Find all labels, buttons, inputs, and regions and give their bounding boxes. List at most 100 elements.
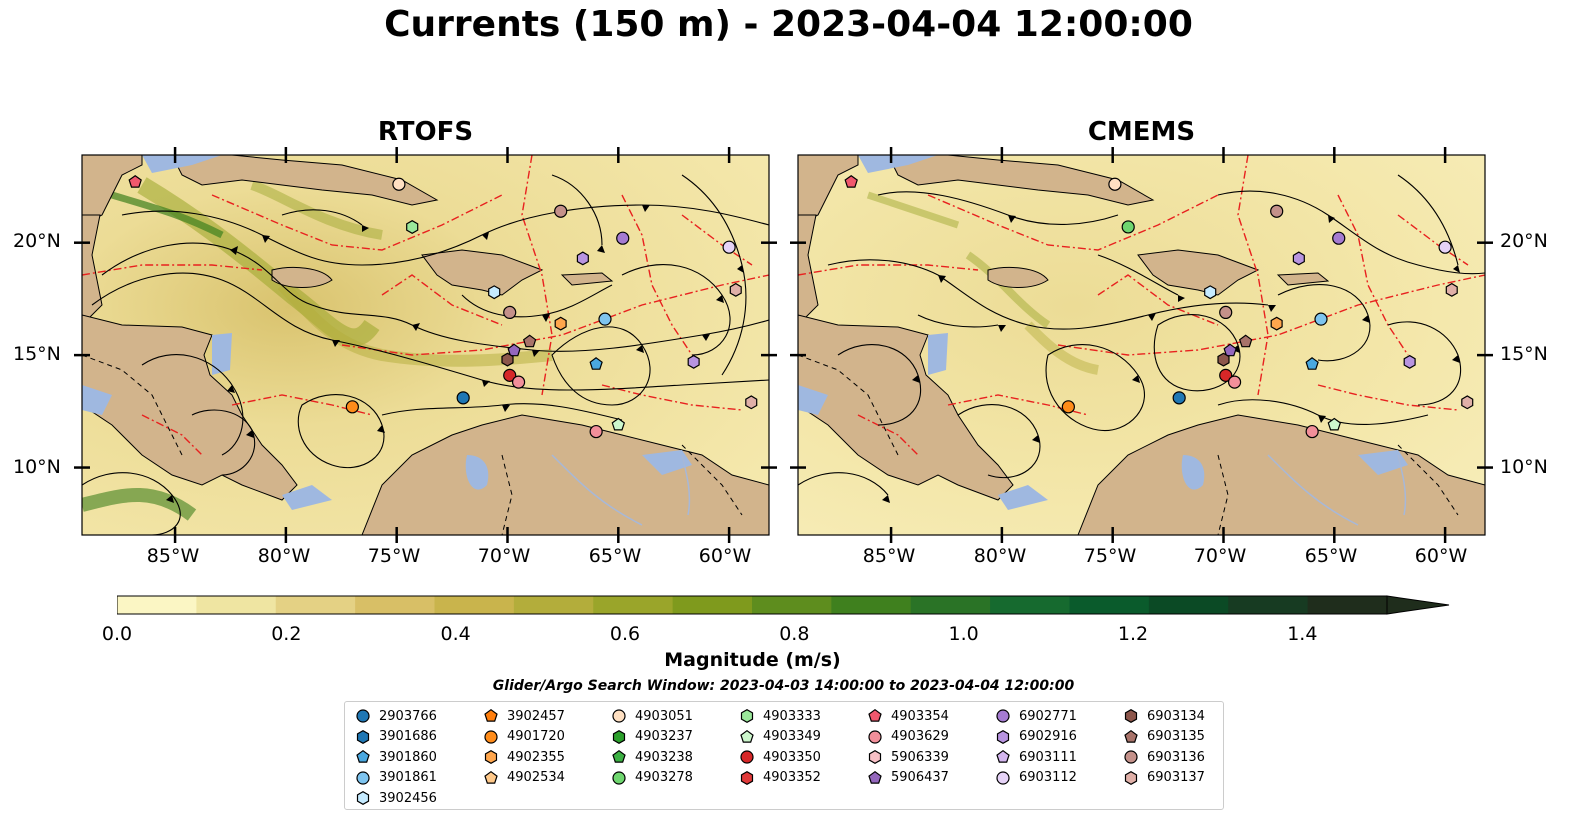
legend-marker [612, 749, 626, 763]
legend-entry: 3901860 [355, 747, 437, 767]
lon-label-75w-cmems: 75°W [1083, 545, 1137, 567]
float-marker-6903112 [722, 240, 736, 254]
legend-marker-circle-icon [740, 750, 754, 764]
lake-maracaibo [1181, 455, 1205, 490]
legend-entry: 3902457 [483, 706, 565, 726]
legend-label: 6903135 [1147, 729, 1205, 744]
colorbar-cell [910, 596, 991, 614]
legend-marker [996, 729, 1010, 744]
land-puerto-rico [1276, 272, 1330, 286]
legend-marker-pentagon-icon [484, 708, 498, 722]
colorbar [117, 595, 1450, 615]
legend-marker-hexagon-icon [484, 750, 498, 764]
land-hispaniola [421, 249, 544, 296]
legend-marker-pentagon-icon [740, 729, 754, 743]
float-marker-4903051 [1108, 177, 1122, 191]
shelf-water [642, 450, 692, 475]
legend-entry: 4903278 [611, 768, 693, 788]
legend-marker [868, 750, 882, 764]
river [551, 454, 643, 526]
lon-label-70w-rtofs: 70°W [477, 545, 531, 567]
legend-marker-circle-icon [996, 709, 1010, 723]
lon-label-60w-cmems: 60°W [1414, 545, 1468, 567]
colorbar-extend-arrow [1386, 595, 1450, 615]
shelf-water [82, 385, 112, 415]
float-marker-3901861 [1314, 312, 1328, 326]
float-marker-4902355 [1270, 316, 1283, 331]
legend-marker [1124, 770, 1138, 785]
river [1267, 454, 1359, 526]
legend-label: 6903134 [1147, 708, 1205, 724]
legend-entry: 4903238 [611, 747, 693, 767]
legend-marker [740, 770, 754, 785]
colorbar-cell [1069, 596, 1150, 614]
legend-marker-circle-icon [612, 770, 626, 785]
land-jamaica [271, 266, 333, 288]
land-south-america [1077, 414, 1485, 535]
map-panel-cmems [798, 155, 1485, 535]
legend-marker-circle-icon [996, 770, 1010, 785]
legend-marker [868, 708, 882, 722]
float-marker-4901720 [1061, 400, 1075, 414]
legend-marker-circle-icon [356, 709, 370, 723]
legend-label: 3901686 [379, 729, 437, 744]
legend-marker [484, 729, 498, 744]
legend-marker [356, 749, 370, 763]
legend-marker [356, 791, 370, 805]
colorbar-cell [275, 596, 356, 614]
legend-marker-hexagon-icon [1124, 770, 1138, 785]
legend-label: 4903350 [763, 749, 821, 765]
legend-marker-hexagon-icon [612, 729, 626, 744]
country-border [798, 354, 899, 456]
legend-marker [868, 770, 882, 784]
float-markers-rtofs [128, 174, 758, 439]
legend-entry: 4903350 [739, 747, 821, 767]
current-jet-band [110, 191, 224, 239]
legend-label: 4903237 [635, 729, 693, 744]
land-central-america [82, 314, 298, 501]
colorbar-tick-label: 0.2 [271, 623, 302, 645]
legend-entry: 4902355 [483, 747, 565, 767]
colorbar-cell [1148, 596, 1229, 614]
lat-label-10n-left: 10°N [13, 456, 61, 478]
map-panel-rtofs [82, 155, 769, 535]
legend-marker [356, 770, 370, 785]
legend-entry: 6903112 [995, 768, 1077, 788]
float-marker-6903137 [1461, 395, 1474, 410]
colorbar-cell [196, 596, 277, 614]
legend-marker-hexagon-icon [356, 729, 370, 744]
figure-title: Currents (150 m) - 2023-04-04 12:00:00 [384, 4, 1193, 45]
float-marker-6903136 [554, 204, 568, 218]
legend-marker [996, 770, 1010, 785]
legend-label: 4903051 [635, 708, 693, 724]
colorbar-cell [1307, 596, 1388, 614]
legend-label: 4903333 [763, 708, 821, 724]
legend-entry: 4903237 [611, 727, 693, 747]
lon-label-75w-rtofs: 75°W [367, 545, 421, 567]
legend-marker-circle-icon [356, 770, 370, 785]
legend-label: 3901860 [379, 749, 437, 765]
colorbar-cell [593, 596, 674, 614]
colorbar-tick-label: 1.2 [1117, 623, 1149, 645]
colorbar-tick-label: 0.8 [779, 623, 810, 645]
legend-marker [740, 729, 754, 743]
streamline-arrows [166, 205, 744, 503]
streamlines [798, 174, 1485, 496]
legend-label: 6902916 [1019, 729, 1077, 744]
colorbar-cell [831, 596, 912, 614]
land-hispaniola [1137, 249, 1260, 296]
axes-frame-cmems [797, 154, 1486, 536]
legend-entry: 3901861 [355, 768, 437, 788]
colorbar-cell [672, 596, 753, 614]
shelf-water [142, 155, 222, 173]
legend-label: 3901861 [379, 770, 437, 785]
land-jamaica [987, 266, 1049, 288]
land-central-america [798, 314, 1014, 501]
legend-label: 3902456 [379, 790, 437, 806]
shelf-water [798, 385, 828, 415]
legend-label: 6903136 [1147, 749, 1205, 765]
land-cuba [887, 155, 1155, 206]
legend-entry: 3902456 [355, 788, 437, 808]
legend-entry: 6903135 [1123, 727, 1205, 747]
float-markers-cmems [844, 174, 1474, 439]
